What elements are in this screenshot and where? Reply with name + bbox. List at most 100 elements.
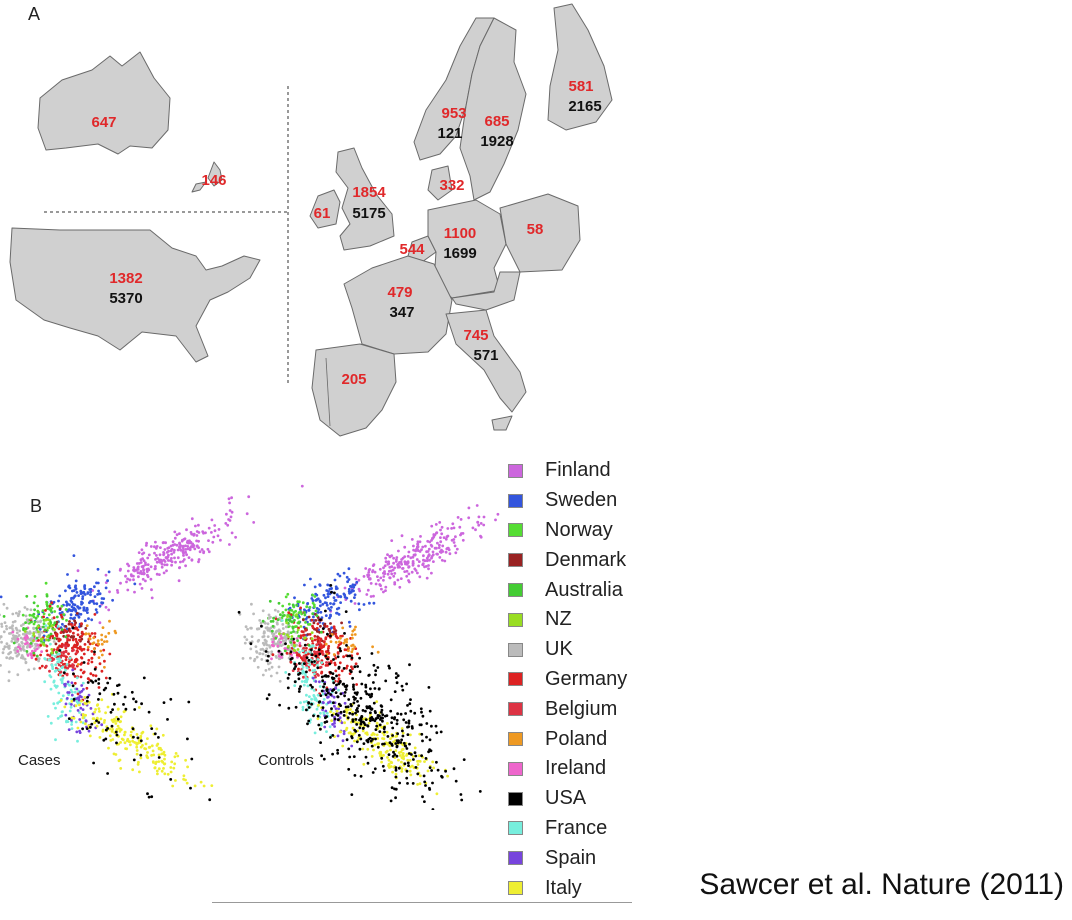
scatter-point	[23, 636, 27, 640]
scatter-point	[352, 585, 356, 589]
scatter-point	[337, 718, 340, 722]
scatter-point	[85, 699, 89, 703]
scatter-point	[78, 703, 81, 707]
scatter-point	[146, 573, 149, 577]
scatter-point	[298, 671, 302, 675]
scatter-point	[199, 780, 203, 784]
scatter-point	[334, 669, 338, 673]
scatter-point	[333, 704, 336, 708]
scatter-point	[184, 778, 187, 782]
scatter-point	[352, 685, 355, 689]
scatter-point	[313, 668, 317, 672]
scatter-point	[353, 645, 357, 649]
scatter-point	[80, 656, 83, 659]
scatter-point	[64, 625, 68, 628]
legend-label: Poland	[545, 727, 608, 750]
scatter-point	[142, 559, 146, 562]
scatter-point	[5, 627, 9, 631]
scatter-point	[333, 725, 336, 728]
scatter-point	[382, 578, 385, 582]
scatter-point	[272, 632, 276, 636]
scatter-point	[314, 609, 318, 613]
scatter-point	[84, 713, 87, 717]
scatter-point	[229, 515, 233, 519]
scatter-point	[108, 734, 112, 738]
scatter-point	[370, 652, 374, 655]
scatter-point	[362, 575, 366, 578]
scatter-point	[192, 532, 196, 536]
scatter-point	[292, 611, 296, 614]
scatter-point	[74, 660, 78, 663]
scatter-point	[181, 546, 185, 550]
scatter-point	[424, 757, 428, 760]
scatter-point	[24, 627, 28, 631]
scatter-point	[79, 592, 83, 595]
scatter-point	[133, 582, 137, 586]
scatter-point	[342, 729, 346, 733]
scatter-point	[73, 608, 77, 611]
scatter-point	[153, 551, 156, 555]
scatter-point	[73, 585, 77, 589]
scatter-point	[394, 676, 398, 679]
legend-label: Ireland	[545, 757, 607, 780]
scatter-point	[482, 523, 486, 527]
scatter-point	[149, 565, 153, 569]
scatter-point	[419, 723, 423, 727]
scatter-point	[153, 567, 157, 571]
scatter-point	[25, 634, 29, 638]
scatter-point	[428, 738, 432, 742]
scatter-point	[438, 556, 442, 559]
scatter-point	[284, 636, 288, 640]
scatter-point	[299, 606, 302, 610]
scatter-point	[302, 654, 306, 658]
legend-item: Belgium	[508, 694, 627, 724]
scatter-point	[423, 780, 427, 784]
scatter-point	[55, 668, 58, 672]
scatter-point	[387, 758, 391, 762]
scatter-point	[64, 682, 67, 686]
scatter-point	[350, 735, 353, 738]
scatter-point	[407, 719, 411, 723]
scatter-point	[388, 565, 392, 569]
scatter-point	[40, 639, 43, 643]
scatter-point	[367, 568, 371, 572]
scatter-point	[71, 626, 75, 630]
scatter-point	[337, 688, 340, 692]
scatter-point	[403, 545, 407, 549]
scatter-point	[33, 595, 37, 598]
scatter-point	[43, 628, 47, 632]
scatter-point	[160, 748, 163, 752]
scatter-point	[249, 647, 253, 651]
scatter-point	[117, 683, 121, 687]
scatter-point	[48, 669, 51, 673]
scatter-point	[11, 624, 15, 628]
scatter-point	[132, 758, 136, 762]
scatter-point	[32, 622, 36, 626]
scatter-point	[263, 631, 266, 635]
scatter-point	[361, 709, 365, 712]
scatter-point	[276, 610, 280, 613]
scatter-point	[140, 548, 144, 552]
count-controls-finland: 2165	[568, 98, 601, 115]
scatter-point	[123, 741, 127, 745]
region-denmark	[427, 165, 453, 201]
scatter-point	[364, 683, 368, 687]
scatter-point	[306, 602, 310, 605]
scatter-point	[237, 610, 241, 614]
scatter-point	[75, 651, 79, 654]
scatter-point	[332, 701, 335, 705]
scatter-point	[76, 569, 80, 573]
scatter-point	[390, 744, 394, 747]
scatter-point	[81, 716, 85, 720]
scatter-point	[54, 738, 57, 742]
scatter-point	[391, 770, 394, 774]
scatter-point	[314, 619, 318, 622]
scatter-point	[361, 747, 365, 751]
scatter-point	[260, 658, 264, 661]
scatter-point	[149, 577, 153, 581]
scatter-point	[145, 541, 149, 545]
scatter-point	[79, 675, 83, 679]
scatter-point	[136, 571, 140, 575]
scatter-point	[25, 645, 29, 649]
scatter-point	[304, 674, 308, 677]
